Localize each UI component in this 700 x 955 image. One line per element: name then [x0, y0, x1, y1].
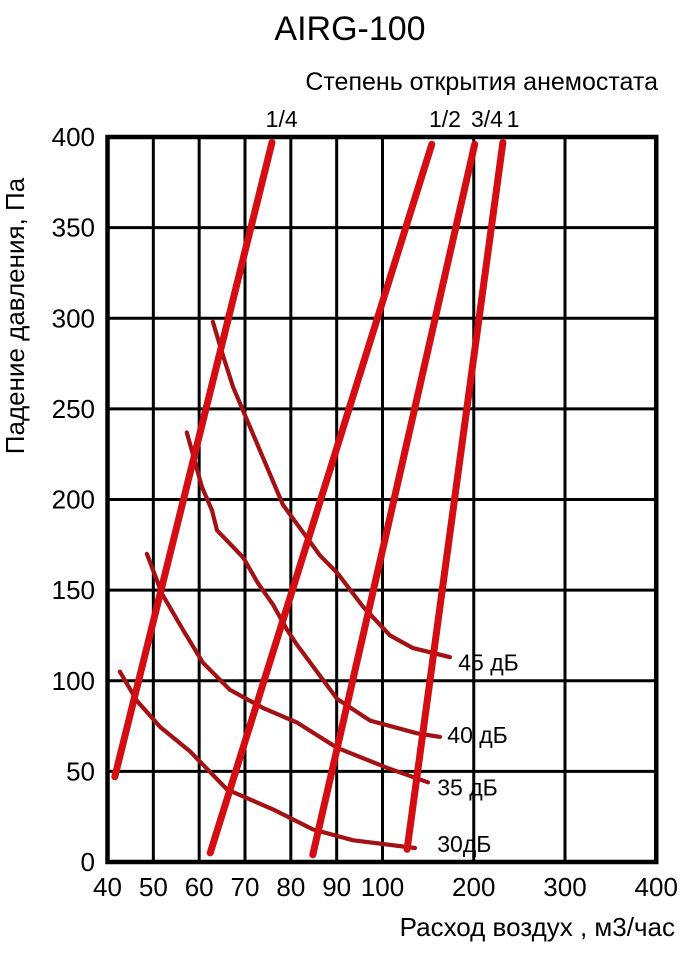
y-tick-label: 150 — [52, 575, 95, 605]
opening-line-label: 1/2 — [429, 106, 461, 132]
y-tick-label: 200 — [52, 485, 95, 515]
y-tick-label: 350 — [52, 213, 95, 243]
y-tick-label: 300 — [52, 303, 95, 333]
y-tick-label: 250 — [52, 394, 95, 424]
opening-line-label: 1 — [507, 106, 520, 132]
x-tick-label: 90 — [322, 872, 351, 902]
noise-curve-40дБ — [184, 430, 443, 740]
opening-line-label: 1/4 — [266, 106, 298, 132]
opening-line-1 — [403, 138, 507, 853]
x-tick-label: 200 — [452, 872, 495, 902]
gridlines — [105, 134, 659, 865]
noise-curve-label: 35 дБ — [437, 775, 498, 801]
noise-curve-label: 45 дБ — [458, 650, 519, 676]
opening-line-1-2 — [206, 140, 436, 857]
x-tick-label: 60 — [185, 872, 214, 902]
y-tick-label: 50 — [66, 756, 95, 786]
x-tick-label: 40 — [93, 872, 122, 902]
opening-line-label: 3/4 — [471, 106, 503, 132]
series-labels: 45 дБ 40 дБ 35 дБ 30дБ 1/4 1/2 3/4 1 — [266, 106, 520, 857]
x-tick-label: 80 — [276, 872, 305, 902]
y-axis-title: Падение давления, Па — [0, 177, 30, 454]
opening-line-3-4 — [309, 140, 479, 859]
x-tick-label: 70 — [231, 872, 260, 902]
noise-curve-45дБ — [210, 319, 453, 660]
chart-title: AIRG-100 — [274, 10, 425, 48]
y-tick-label: 100 — [52, 666, 95, 696]
noise-curve-30дБ — [117, 669, 418, 851]
x-tick-label: 400 — [635, 872, 678, 902]
x-axis-title: Расход воздух , м3/час — [400, 912, 675, 942]
noise-curve-label: 40 дБ — [447, 722, 508, 748]
x-tick-label: 100 — [361, 872, 404, 902]
noise-curve-35дБ — [144, 551, 431, 785]
x-tick-label: 50 — [139, 872, 168, 902]
noise-curve-label: 30дБ — [437, 831, 491, 857]
plot-frame — [105, 134, 659, 865]
y-tick-label: 0 — [81, 847, 95, 877]
chart-subtitle: Степень открытия анемостата — [305, 68, 658, 96]
x-tick-label: 300 — [543, 872, 586, 902]
tick-labels: 40 50 60 70 80 90 100 200 300 400 0 50 100 150 200 250 3… — [52, 122, 678, 902]
curves — [111, 138, 507, 859]
y-tick-label: 400 — [52, 122, 95, 152]
opening-line-1-4 — [111, 138, 276, 781]
